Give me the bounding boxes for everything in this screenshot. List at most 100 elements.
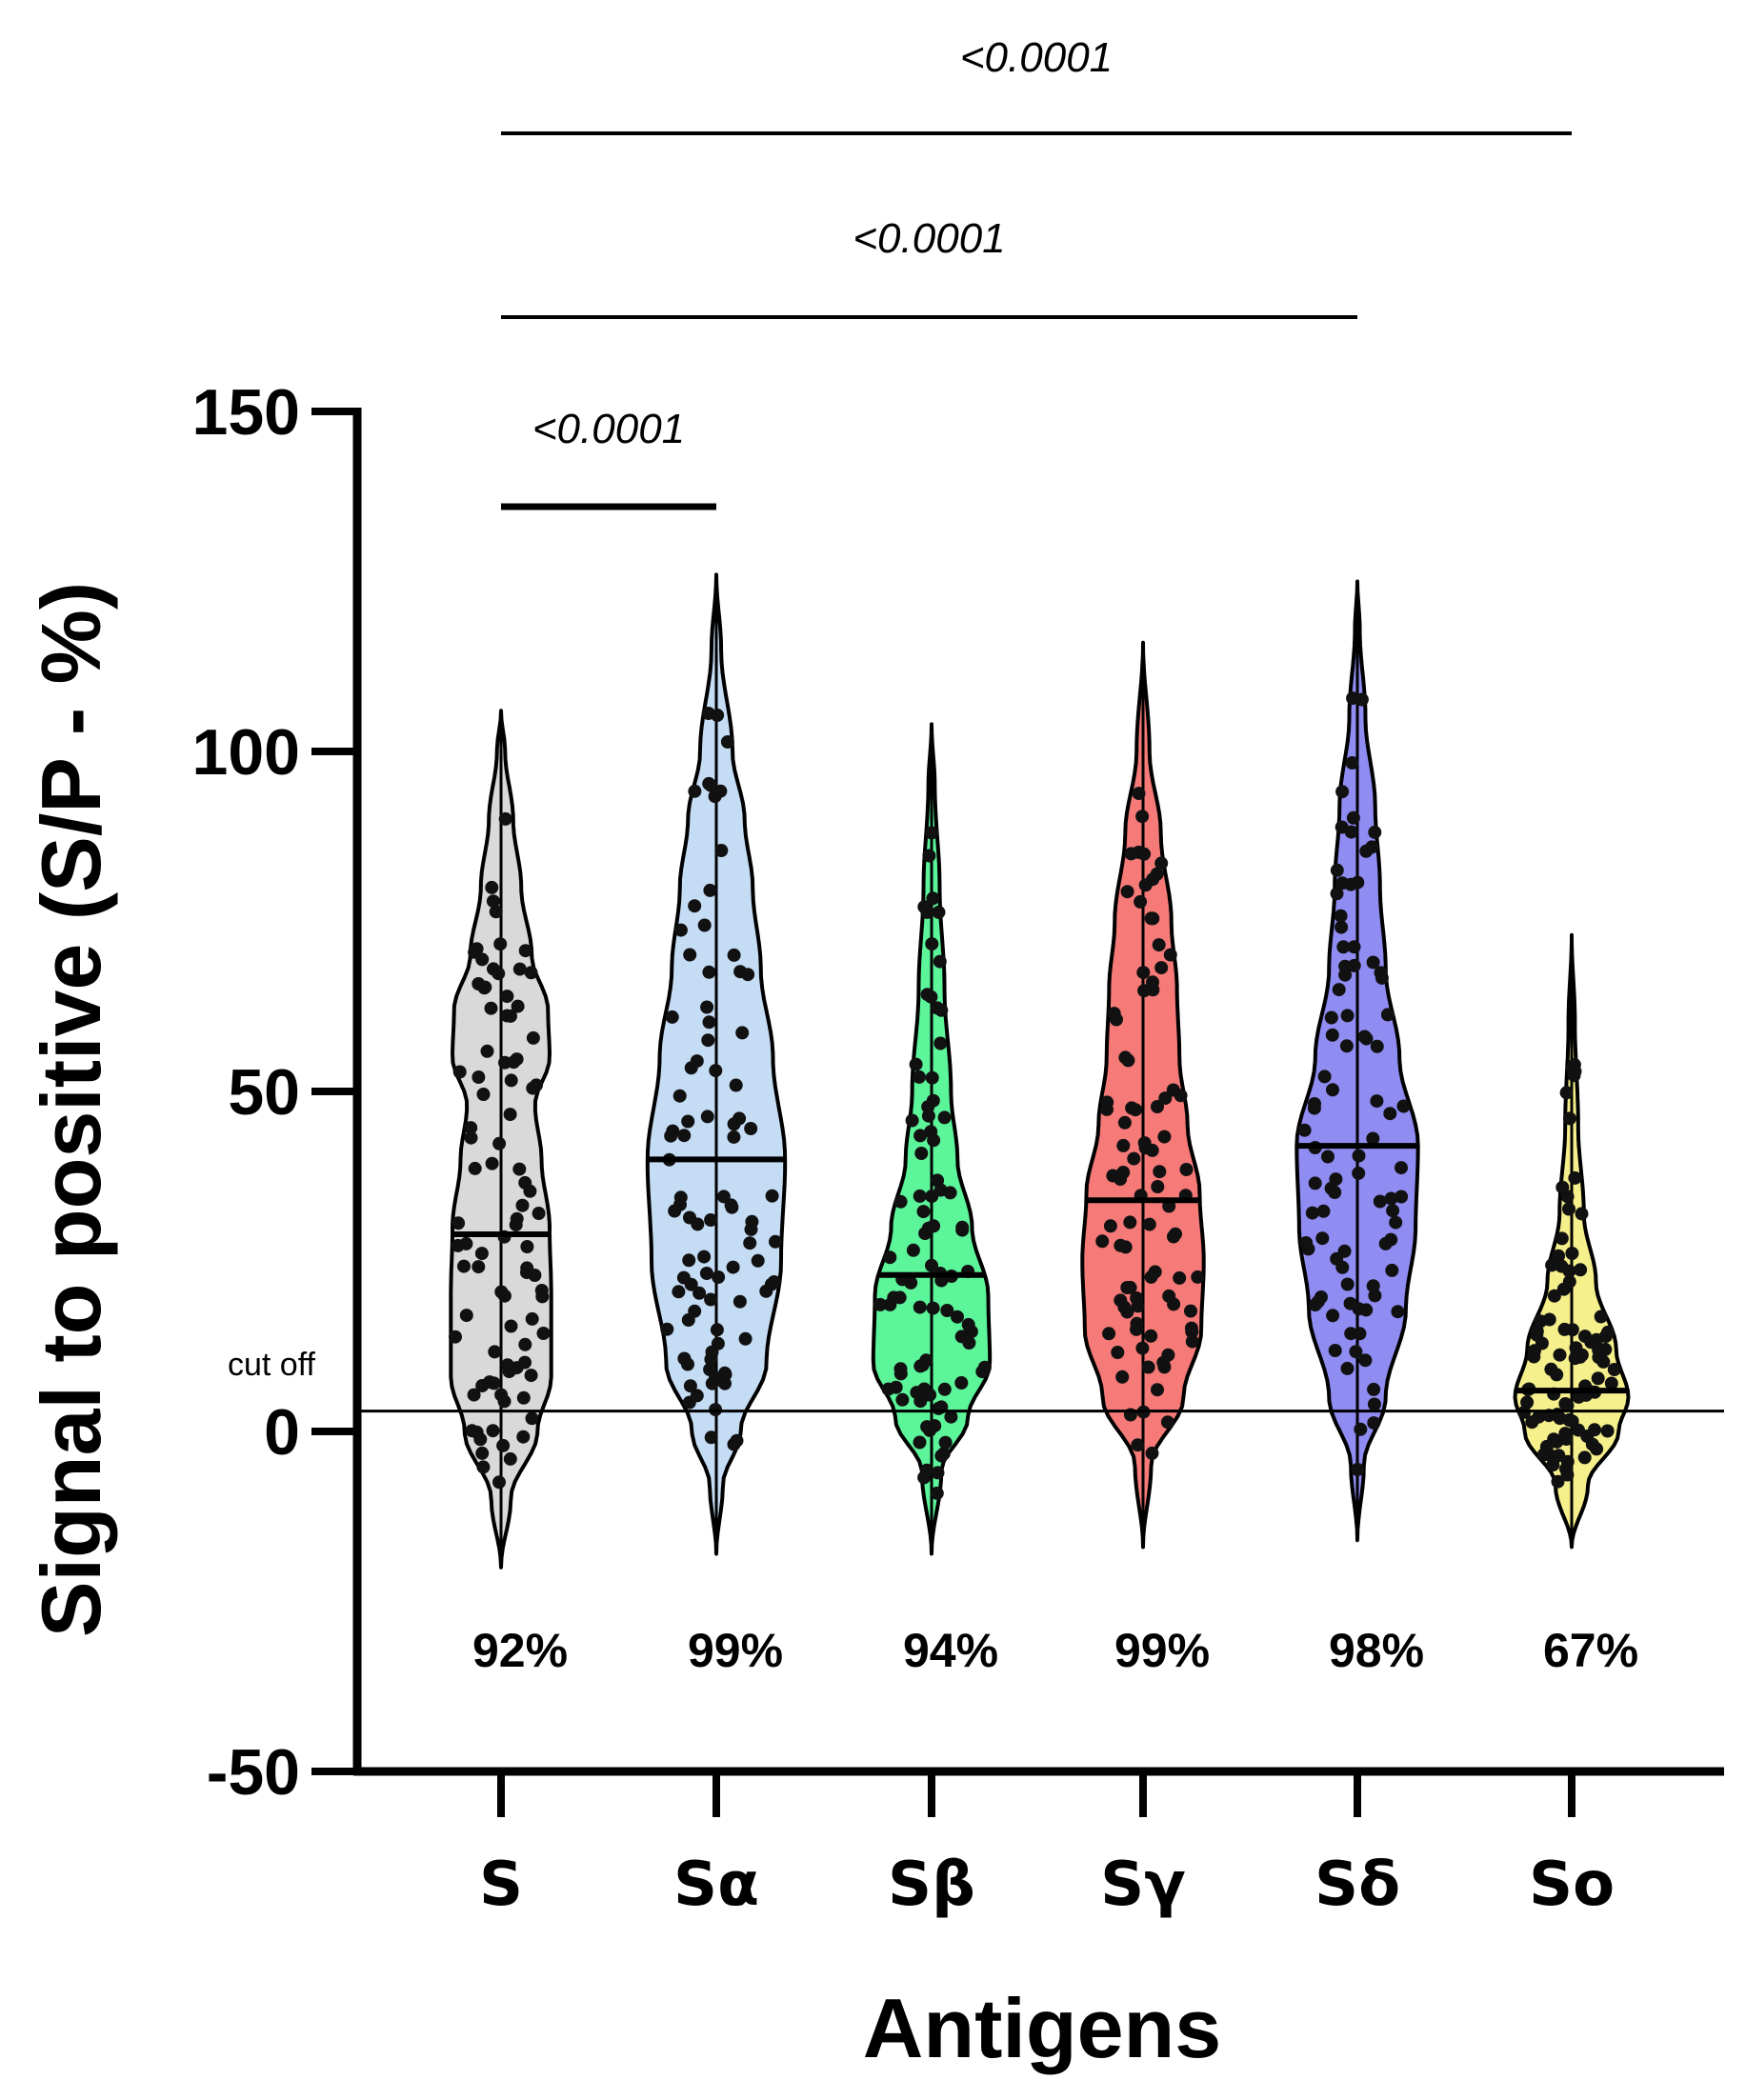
data-point (1373, 1194, 1387, 1209)
data-point (1299, 1236, 1314, 1250)
data-point (1330, 863, 1344, 877)
data-point (672, 1089, 687, 1103)
data-point (744, 1122, 758, 1135)
data-point (729, 1078, 743, 1092)
data-point (1551, 1474, 1565, 1489)
data-point (1338, 968, 1353, 982)
data-point (1315, 1231, 1330, 1246)
data-point (1151, 1180, 1165, 1193)
data-point (937, 1110, 952, 1125)
data-point (449, 1330, 462, 1344)
data-point (726, 1260, 740, 1274)
data-point (1297, 1123, 1312, 1137)
data-point (452, 1065, 467, 1079)
data-point (472, 1070, 486, 1084)
data-point (1131, 1438, 1145, 1452)
data-point (1134, 894, 1148, 909)
percent-label-2: 94% (903, 1624, 998, 1677)
data-point (1366, 955, 1380, 970)
data-point (741, 968, 755, 982)
data-point (1118, 1050, 1133, 1065)
data-point (913, 1129, 928, 1143)
data-point (1352, 1302, 1366, 1316)
data-point (510, 1211, 524, 1226)
data-point (1167, 1297, 1181, 1311)
data-point (512, 1162, 527, 1176)
data-point (727, 948, 741, 962)
data-point (1131, 1299, 1145, 1313)
data-point (1349, 1345, 1363, 1359)
data-point (507, 1055, 521, 1070)
cutoff-label: cut off (228, 1347, 316, 1383)
data-point (1340, 1009, 1355, 1023)
data-point (1352, 1166, 1366, 1180)
data-point (518, 944, 532, 958)
data-point (1135, 810, 1150, 824)
data-point (705, 1345, 719, 1359)
y-tick-label-2: 50 (228, 1056, 300, 1129)
data-point (1095, 1234, 1110, 1249)
data-point (503, 1108, 517, 1122)
data-point (703, 883, 717, 897)
data-point (516, 1390, 531, 1405)
data-point (1559, 1086, 1574, 1100)
data-point (684, 1277, 698, 1291)
comparison-layer: <0.0001 <0.0001 <0.0001 (501, 34, 1572, 510)
comparison-pvalue-1: <0.0001 (853, 215, 1005, 262)
data-point (1357, 1030, 1372, 1044)
data-point (1144, 911, 1158, 926)
data-point (1577, 1450, 1592, 1465)
data-point (1386, 1204, 1400, 1218)
data-point (1588, 1423, 1601, 1437)
data-point (1550, 1368, 1564, 1382)
data-point (476, 1460, 491, 1474)
data-point (1114, 1172, 1128, 1186)
data-point (1395, 1190, 1409, 1204)
data-point (1562, 1274, 1576, 1289)
data-point (1562, 1264, 1576, 1278)
data-point (1110, 1012, 1123, 1027)
data-point (1173, 1270, 1187, 1285)
data-point (702, 965, 716, 979)
data-point (1367, 1416, 1381, 1430)
data-point (668, 1204, 682, 1218)
data-point (1370, 1094, 1384, 1109)
data-point (492, 1475, 506, 1490)
data-point (1330, 1251, 1344, 1266)
data-point (467, 1388, 481, 1402)
data-point (1317, 1070, 1332, 1084)
data-point (735, 1026, 750, 1040)
data-point (1347, 940, 1361, 954)
data-point (700, 1000, 714, 1014)
data-point (1114, 1238, 1128, 1252)
data-point (526, 1081, 540, 1095)
data-point (1389, 1215, 1403, 1230)
data-point (697, 918, 712, 932)
data-point (493, 937, 508, 951)
data-point (955, 1220, 970, 1234)
data-point (1184, 1304, 1197, 1318)
data-point (714, 844, 729, 857)
data-point (925, 1258, 938, 1272)
data-point (1156, 1355, 1171, 1370)
data-point (919, 1353, 933, 1368)
data-point (937, 1382, 952, 1396)
data-point (504, 1073, 518, 1088)
data-point (1142, 1217, 1156, 1231)
data-point (926, 1301, 940, 1315)
data-point (1352, 1149, 1366, 1163)
data-point (534, 1284, 549, 1297)
data-point (887, 1290, 901, 1305)
data-point (716, 1190, 731, 1204)
data-point (917, 900, 932, 914)
data-point (769, 1234, 782, 1249)
data-point (1366, 1131, 1380, 1146)
data-point (664, 1129, 678, 1143)
data-point (1344, 877, 1358, 891)
data-point (470, 1425, 484, 1439)
data-point (932, 1401, 946, 1415)
data-point (1154, 961, 1169, 975)
data-point (1328, 1344, 1342, 1357)
data-point (1138, 878, 1153, 892)
data-point (1151, 1100, 1164, 1113)
